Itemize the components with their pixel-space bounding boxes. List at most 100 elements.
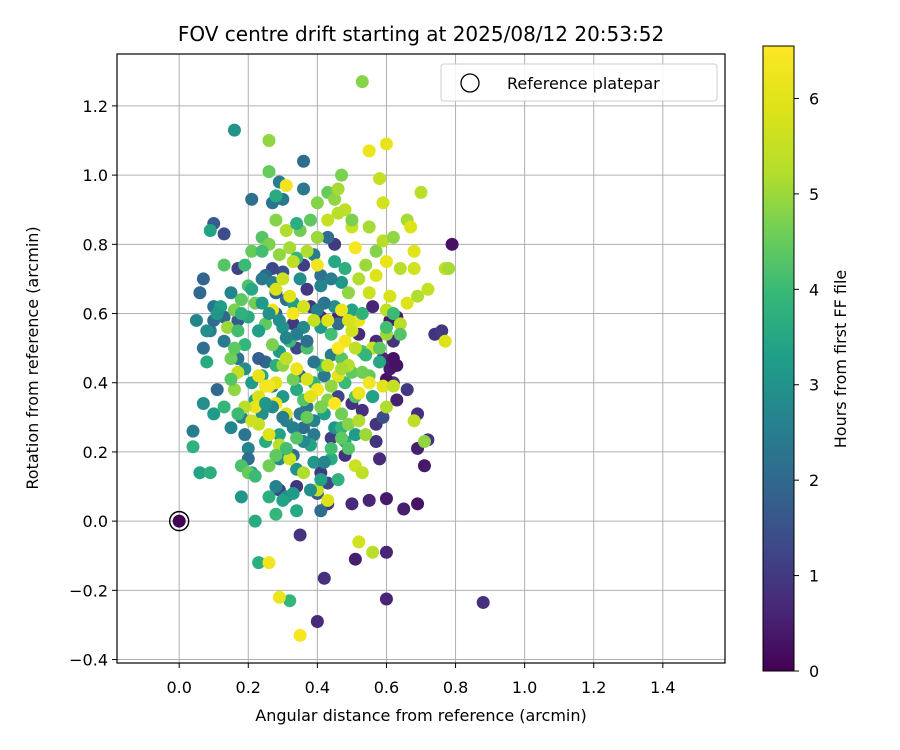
data-point	[310, 258, 324, 272]
data-point	[421, 282, 435, 296]
data-point	[269, 189, 283, 203]
data-point	[303, 390, 317, 404]
data-point	[362, 493, 376, 507]
data-point	[272, 428, 286, 442]
data-point	[286, 307, 300, 321]
data-point	[352, 272, 366, 286]
x-tick-label: 0.2	[236, 678, 261, 697]
data-point	[417, 435, 431, 449]
legend-label: Reference platepar	[507, 74, 660, 93]
data-point	[283, 241, 297, 255]
data-point	[386, 379, 400, 393]
data-point	[348, 241, 362, 255]
data-point	[314, 268, 328, 282]
colorbar-tick-label: 0	[809, 662, 819, 681]
data-point	[224, 352, 238, 365]
data-point	[314, 400, 328, 414]
data-point	[359, 258, 373, 272]
data-point	[210, 383, 224, 397]
x-tick-label: 1.4	[650, 678, 675, 697]
data-point	[373, 341, 387, 355]
data-point	[390, 393, 404, 407]
data-point	[293, 528, 307, 542]
data-point	[310, 230, 324, 244]
data-point	[245, 192, 259, 206]
data-point	[359, 348, 373, 362]
data-point	[231, 407, 245, 421]
legend: Reference platepar	[440, 63, 718, 102]
data-point	[355, 307, 369, 321]
data-points	[168, 75, 490, 642]
data-point	[362, 220, 376, 234]
data-point	[272, 590, 286, 604]
data-point	[297, 421, 311, 435]
data-point	[303, 213, 317, 227]
data-point	[404, 220, 418, 234]
data-point	[217, 334, 231, 348]
data-point	[286, 372, 300, 386]
data-point	[324, 327, 338, 341]
chart-title: FOV centre drift starting at 2025/08/12 …	[178, 22, 664, 46]
data-point	[376, 410, 390, 424]
data-point	[231, 324, 245, 338]
y-tick-label: 0.4	[83, 374, 108, 393]
colorbar-tick-label: 2	[809, 471, 819, 490]
data-point	[379, 137, 393, 151]
data-point	[193, 286, 207, 300]
data-point	[224, 421, 238, 435]
data-point	[297, 154, 311, 168]
data-point	[331, 317, 345, 331]
x-tick-label: 1.0	[512, 678, 537, 697]
data-point	[383, 289, 397, 303]
data-point	[379, 320, 393, 334]
data-point	[186, 440, 200, 454]
data-point	[193, 466, 207, 480]
data-point	[286, 421, 300, 435]
data-point	[386, 352, 400, 365]
colorbar-ticks: 0 1 2 3 4 5 6	[794, 89, 819, 681]
data-point	[200, 324, 214, 338]
data-point	[355, 403, 369, 417]
data-point	[293, 628, 307, 642]
data-point	[369, 435, 383, 449]
data-point	[252, 324, 266, 338]
data-point	[373, 355, 387, 369]
data-point	[386, 230, 400, 244]
x-axis-ticks: 0.0 0.2 0.4 0.6 0.8 1.0 1.2 1.4	[166, 663, 676, 697]
data-point	[276, 493, 290, 507]
data-point	[269, 448, 283, 462]
data-point	[407, 414, 421, 428]
data-point	[341, 286, 355, 300]
data-point	[255, 296, 269, 310]
data-point	[331, 206, 345, 220]
colorbar-tick-label: 5	[809, 185, 819, 204]
data-point	[307, 313, 321, 327]
data-point	[307, 455, 321, 469]
data-point	[279, 223, 293, 237]
data-point	[400, 296, 414, 310]
data-point	[324, 379, 338, 393]
data-point	[252, 556, 266, 570]
data-point	[303, 483, 317, 497]
data-point	[265, 338, 279, 352]
data-point	[328, 192, 342, 206]
data-point	[238, 258, 252, 272]
data-point	[283, 452, 297, 466]
y-tick-label: 0.6	[83, 305, 108, 324]
data-point	[272, 313, 286, 327]
colorbar-tick-label: 1	[809, 567, 819, 586]
data-point	[200, 355, 214, 369]
y-tick-label: 0.0	[83, 512, 108, 531]
data-point	[300, 410, 314, 424]
data-point	[245, 414, 259, 428]
data-point	[224, 372, 238, 386]
data-point	[442, 262, 456, 276]
data-point	[317, 296, 331, 310]
data-point	[379, 592, 393, 606]
data-point	[286, 317, 300, 331]
data-point	[310, 196, 324, 210]
data-point	[196, 272, 210, 286]
y-tick-label: 0.8	[83, 235, 108, 254]
data-point	[297, 300, 311, 314]
colorbar-tick-label: 6	[809, 89, 819, 108]
